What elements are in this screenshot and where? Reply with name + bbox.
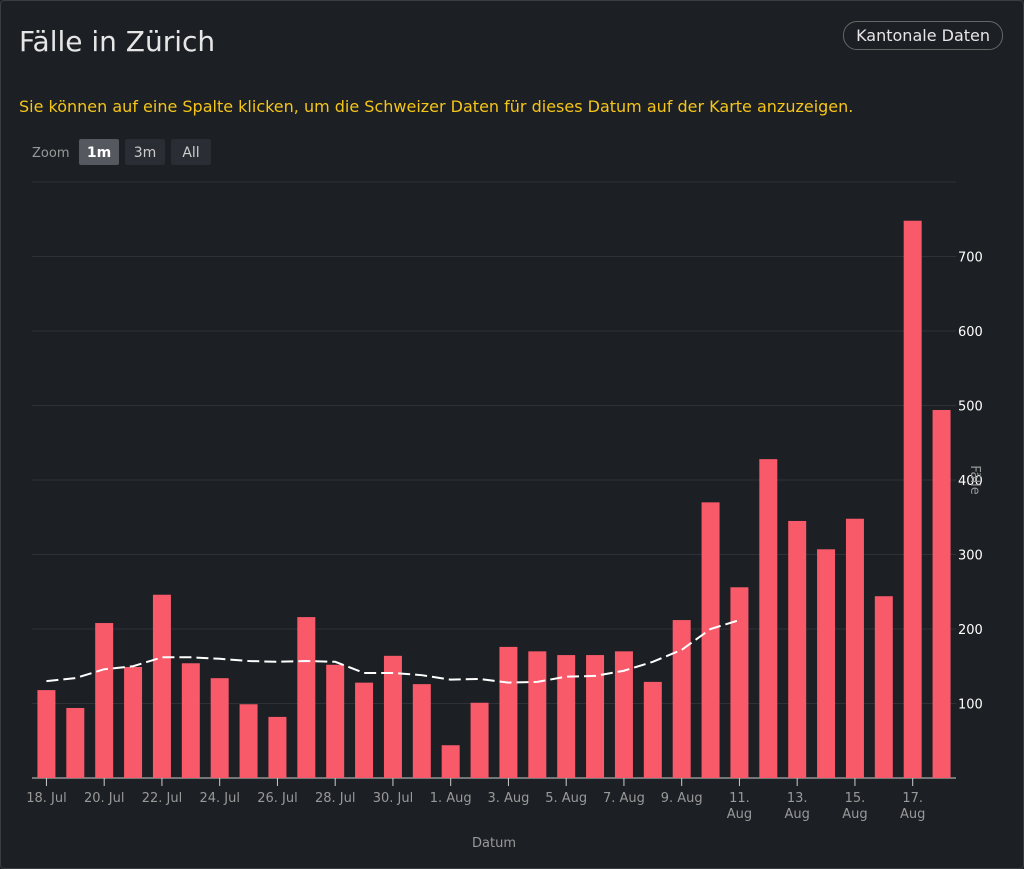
y-tick-label: 600 xyxy=(958,325,983,340)
x-tick-label: 18. Jul xyxy=(26,791,67,806)
y-tick-label: 400 xyxy=(958,474,983,489)
y-tick-label: 100 xyxy=(958,698,983,713)
x-tick-label: 15. Aug xyxy=(842,791,867,822)
bar[interactable] xyxy=(903,220,922,779)
bar[interactable] xyxy=(788,520,807,778)
bar[interactable] xyxy=(326,664,345,778)
notice: Sie können auf eine Spalte klicken, um d… xyxy=(19,97,854,116)
x-tick-label: 30. Jul xyxy=(373,791,414,806)
bar[interactable] xyxy=(412,684,431,778)
bar[interactable] xyxy=(181,663,200,778)
bar[interactable] xyxy=(614,651,633,778)
y-tick-label: 300 xyxy=(958,549,983,564)
bar[interactable] xyxy=(845,518,864,778)
y-tick-label: 200 xyxy=(958,623,983,638)
bar[interactable] xyxy=(586,655,605,778)
average-line xyxy=(46,619,740,684)
bar[interactable] xyxy=(528,651,547,778)
y-tick-label: 700 xyxy=(958,251,983,266)
x-tick-label: 28. Jul xyxy=(315,791,356,806)
zoom-option: 1m xyxy=(87,145,111,161)
bar[interactable] xyxy=(759,459,778,778)
zoom-button[interactable] xyxy=(125,139,165,165)
x-tick-label: 13. Aug xyxy=(784,791,809,822)
bar[interactable] xyxy=(730,587,749,778)
bar[interactable] xyxy=(932,409,951,778)
x-tick-label: 26. Jul xyxy=(257,791,298,806)
bar[interactable] xyxy=(643,681,662,778)
x-tick-label: 1. Aug xyxy=(430,791,472,806)
y-tick-label: 500 xyxy=(958,400,983,415)
bar[interactable] xyxy=(297,617,316,778)
zoom-option: All xyxy=(182,145,199,161)
bar[interactable] xyxy=(701,502,720,778)
x-tick-label: 20. Jul xyxy=(84,791,125,806)
bar[interactable] xyxy=(557,655,576,778)
bar[interactable] xyxy=(383,655,402,778)
x-tick-label: 17. Aug xyxy=(900,791,925,822)
bar[interactable] xyxy=(152,594,171,778)
bar[interactable] xyxy=(499,646,518,778)
canton-button[interactable]: Kantonale Daten xyxy=(843,21,1003,50)
zoom-label: Zoom xyxy=(32,146,69,161)
bar[interactable] xyxy=(37,690,56,778)
bar[interactable] xyxy=(817,549,836,778)
bar[interactable] xyxy=(95,623,114,778)
x-axis-title: Datum xyxy=(472,836,516,851)
zoom-button[interactable] xyxy=(79,139,119,165)
bar[interactable] xyxy=(239,704,258,778)
x-tick-label: 22. Jul xyxy=(142,791,183,806)
zoom-option: 3m xyxy=(134,145,157,161)
bar[interactable] xyxy=(66,707,85,778)
zoom-button[interactable] xyxy=(171,139,211,165)
x-tick-label: 9. Aug xyxy=(661,791,703,806)
x-tick-label: 3. Aug xyxy=(487,791,529,806)
x-tick-label: 5. Aug xyxy=(545,791,587,806)
bar[interactable] xyxy=(470,702,489,778)
bar[interactable] xyxy=(672,620,691,778)
x-tick-label: 24. Jul xyxy=(199,791,240,806)
bar[interactable] xyxy=(268,716,287,778)
bar[interactable] xyxy=(210,678,229,778)
bar[interactable] xyxy=(355,682,374,778)
bar[interactable] xyxy=(124,666,143,778)
x-tick-label: 11. Aug xyxy=(727,791,752,822)
bar[interactable] xyxy=(874,596,893,778)
title: Fälle in Zürich xyxy=(19,25,216,58)
bar[interactable] xyxy=(441,745,460,778)
x-tick-label: 7. Aug xyxy=(603,791,645,806)
y-axis-title: Fälle xyxy=(967,465,982,494)
